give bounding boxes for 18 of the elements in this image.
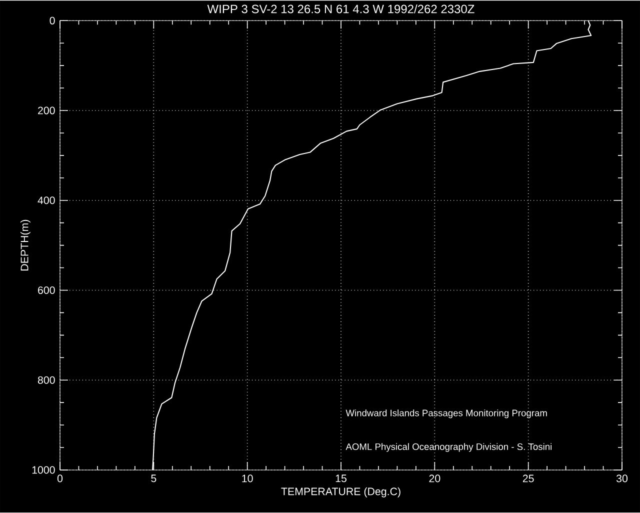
x-tick-label: 20 bbox=[429, 474, 440, 482]
y-tick-label: 600 bbox=[38, 286, 55, 294]
x-tick-label: 15 bbox=[336, 474, 346, 482]
chart-title: WIPP 3 SV-2 13 26.5 N 61 4.3 W 1992/262 2330Z bbox=[207, 4, 474, 14]
x-tick-label: 0 bbox=[57, 474, 63, 482]
x-tick-label: 25 bbox=[522, 474, 534, 482]
x-tick-label: 10 bbox=[242, 474, 253, 482]
y-tick-label: 800 bbox=[38, 376, 55, 384]
y-tick-label: 0 bbox=[50, 17, 55, 25]
annotation: Windward Islands Passages Monitoring Program bbox=[346, 410, 547, 418]
y-tick-label: 400 bbox=[38, 196, 55, 204]
y-tick-label: 200 bbox=[38, 106, 55, 114]
x-tick-label: 30 bbox=[616, 474, 628, 482]
annotation: AOML Physical Oceanography Division - S. Tosini bbox=[346, 443, 552, 452]
x-tick-label: 5 bbox=[151, 474, 156, 482]
y-tick-label: 1000 bbox=[32, 466, 55, 474]
x-axis-title: TEMPERATURE (Deg.C) bbox=[281, 488, 400, 498]
y-axis-title: DEPTH(m) bbox=[20, 220, 30, 271]
